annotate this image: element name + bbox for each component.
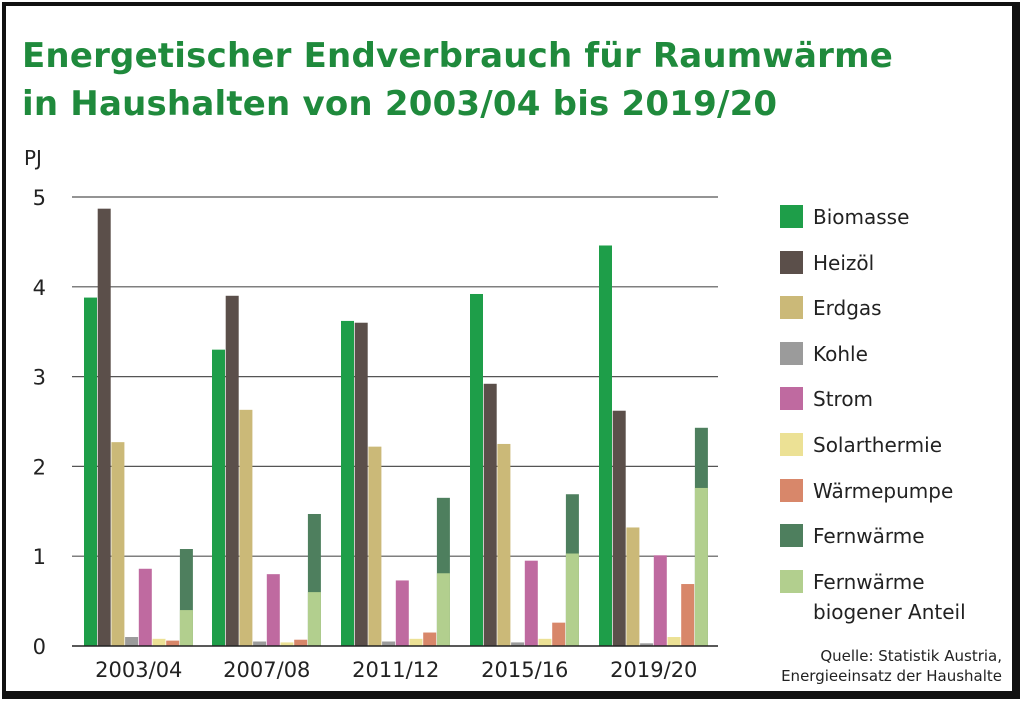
x-tick-label: 2015/16 bbox=[481, 658, 568, 682]
legend-swatch bbox=[780, 569, 803, 593]
source-line-1: Quelle: Statistik Austria, bbox=[820, 647, 1002, 665]
bar-solarthermie bbox=[152, 638, 166, 646]
legend-swatch bbox=[780, 250, 803, 274]
legend-label-line: Fernwärme bbox=[813, 569, 925, 594]
legend-label: Kohle bbox=[813, 342, 868, 366]
bar-fernwaerme-biogener-anteil bbox=[307, 592, 321, 646]
legend-label-line: Heizöl bbox=[813, 250, 875, 275]
bar-fernwaerme-biogener-anteil bbox=[694, 487, 708, 646]
bar-strom bbox=[266, 574, 280, 646]
legend-item: Erdgas bbox=[780, 296, 882, 320]
y-tick-label: 4 bbox=[33, 276, 46, 300]
legend-label-line: Erdgas bbox=[813, 296, 882, 321]
x-tick-label: 2011/12 bbox=[352, 658, 439, 682]
bar-w-rmepumpe bbox=[294, 639, 308, 646]
legend-swatch bbox=[780, 478, 803, 502]
legend-swatch bbox=[780, 341, 803, 365]
legend-swatch bbox=[780, 296, 803, 320]
legend-label-line: biogener Anteil bbox=[813, 599, 966, 624]
legend-swatch bbox=[780, 387, 803, 411]
bar-heiz-l bbox=[483, 383, 497, 646]
legend-label-line: Wärmepumpe bbox=[813, 478, 954, 503]
legend-label: Heizöl bbox=[813, 251, 874, 275]
bar-biomasse bbox=[470, 293, 483, 646]
bar-heiz-l bbox=[97, 208, 111, 646]
legend-label: Wärmepumpe bbox=[813, 479, 953, 503]
bar-fernwaerme-biogener-anteil bbox=[436, 573, 450, 646]
x-tick-label: 2007/08 bbox=[223, 658, 310, 682]
legend-label: Solarthermie bbox=[813, 433, 942, 457]
bar-kohle bbox=[511, 642, 525, 646]
bar-w-rmepumpe bbox=[423, 632, 437, 646]
bar-kohle bbox=[382, 641, 396, 646]
bar-w-rmepumpe bbox=[166, 640, 180, 646]
source-line-2: Energieeinsatz der Haushalte bbox=[781, 667, 1002, 685]
legend-item: Wärmepumpe bbox=[780, 478, 953, 503]
legend-swatch bbox=[780, 433, 803, 456]
legend-label-line: Solarthermie bbox=[813, 433, 943, 457]
legend-item: Biomasse bbox=[780, 205, 909, 229]
bar-solarthermie bbox=[667, 637, 681, 646]
x-tick-label: 2003/04 bbox=[95, 658, 182, 682]
legend-item: Fernwärme biogener Anteil bbox=[780, 569, 966, 624]
y-tick-label: 2 bbox=[33, 455, 46, 479]
bar-solarthermie bbox=[280, 642, 294, 646]
legend-swatch bbox=[780, 205, 803, 228]
legend-label-line: Kohle bbox=[813, 341, 868, 366]
legend-swatch bbox=[780, 524, 803, 548]
bar-strom bbox=[395, 580, 409, 646]
bar-kohle bbox=[253, 641, 267, 646]
bar-fernwaerme-biogener-anteil bbox=[179, 610, 193, 646]
chart-title-line-1: Energetischer Endverbrauch für Raumwärme bbox=[22, 36, 893, 76]
bar-kohle bbox=[640, 643, 654, 646]
legend-item: Solarthermie bbox=[780, 433, 942, 457]
bar-heiz-l bbox=[354, 322, 368, 646]
legend-label: Fernwärme bbox=[813, 524, 925, 548]
bar-solarthermie bbox=[409, 638, 423, 646]
legend-label-line: Strom bbox=[813, 387, 874, 412]
bar-w-rmepumpe bbox=[681, 584, 695, 646]
bar-biomasse bbox=[212, 349, 225, 646]
y-tick-label: 1 bbox=[33, 545, 46, 569]
bar-erdgas bbox=[239, 409, 253, 646]
legend-label: Strom bbox=[813, 387, 873, 411]
y-tick-label: 3 bbox=[33, 366, 46, 390]
bar-erdgas bbox=[626, 527, 640, 646]
chart-title-line-2: in Haushalten von 2003/04 bis 2019/20 bbox=[22, 84, 778, 124]
legend-item: Fernwärme bbox=[780, 524, 925, 548]
source-note: Quelle: Statistik Austria, Energieeinsat… bbox=[781, 646, 1002, 686]
y-tick-label: 5 bbox=[33, 186, 46, 210]
bar-kohle bbox=[125, 637, 139, 646]
bar-fernwaerme-biogener-anteil bbox=[565, 553, 579, 646]
bar-erdgas bbox=[111, 442, 125, 646]
x-tick-label: 2019/20 bbox=[610, 658, 697, 682]
bar-erdgas bbox=[497, 443, 511, 646]
bar-erdgas bbox=[368, 446, 382, 646]
legend-label-line: Fernwärme bbox=[813, 524, 925, 549]
legend-item: Kohle bbox=[780, 341, 868, 366]
bar-strom bbox=[653, 555, 667, 646]
bar-biomasse bbox=[599, 245, 612, 646]
bar-heiz-l bbox=[612, 410, 626, 646]
y-tick-label: 0 bbox=[33, 635, 46, 659]
legend-item: Heizöl bbox=[780, 250, 874, 275]
legend-label: Biomasse bbox=[813, 205, 909, 229]
bar-strom bbox=[138, 568, 152, 646]
bar-heiz-l bbox=[225, 295, 239, 646]
legend-label: Fernwärme biogener Anteil bbox=[813, 570, 966, 624]
bar-w-rmepumpe bbox=[552, 622, 566, 646]
bar-biomasse bbox=[341, 320, 354, 646]
bar-solarthermie bbox=[538, 638, 552, 646]
bar-strom bbox=[524, 560, 538, 646]
y-axis-unit-label: PJ bbox=[24, 146, 42, 170]
legend-item: Strom bbox=[780, 387, 873, 411]
bar-biomasse bbox=[84, 297, 97, 646]
legend-label: Erdgas bbox=[813, 296, 882, 320]
legend-label-line: Biomasse bbox=[813, 205, 910, 229]
